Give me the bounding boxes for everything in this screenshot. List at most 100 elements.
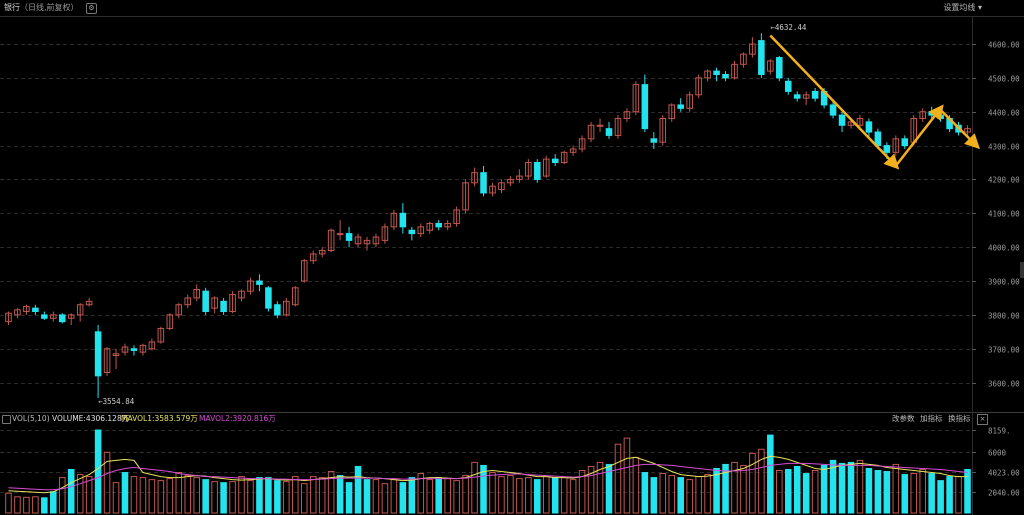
indicator-gear-icon[interactable] — [2, 415, 11, 424]
volume-bar — [166, 478, 174, 514]
volume-bar — [946, 476, 953, 514]
candle-body — [686, 94, 693, 109]
volume-bar — [354, 465, 362, 514]
volume-bar — [247, 480, 254, 514]
volume-bar — [471, 461, 478, 514]
volume-bar — [551, 477, 559, 514]
volume-bar — [265, 477, 272, 514]
volume-header: VOL(5,10) VOLUME:4306.128万 MAVOL1:3583.5… — [0, 412, 1024, 426]
candle-body — [471, 172, 478, 184]
candle-body — [435, 222, 442, 228]
candle-body — [596, 124, 604, 127]
candle-body — [426, 222, 434, 231]
volume-bar — [50, 491, 57, 514]
volume-bar — [130, 476, 138, 514]
volume-bar — [41, 497, 48, 514]
add-indicator-button[interactable]: 加指标 — [920, 414, 943, 423]
candle-body — [749, 43, 756, 55]
candle-body — [41, 314, 48, 319]
volume-bar — [713, 467, 720, 514]
switch-indicator-button[interactable]: 换指标 — [948, 414, 971, 423]
volume-bar — [614, 443, 622, 514]
candle-body — [516, 175, 523, 180]
candle-body — [417, 226, 425, 235]
volume-value: VOLUME:4306.128万 — [52, 414, 130, 423]
candle-body — [498, 182, 505, 191]
volume-tick-label: 2040.00 — [988, 489, 1020, 498]
ma-settings-button[interactable]: 设置均线 ▾ — [943, 3, 982, 12]
volume-bar — [300, 483, 308, 514]
volume-bar — [623, 437, 631, 514]
candle-body — [85, 300, 93, 306]
candle-body — [937, 114, 944, 120]
candle-body — [534, 162, 541, 180]
candle-body — [220, 300, 227, 312]
price-tick-label: 4400.00 — [988, 109, 1020, 118]
price-annotation: ←4632.44 — [770, 23, 807, 32]
candle-body — [856, 118, 864, 126]
volume-bar — [426, 479, 434, 514]
volume-bar — [784, 468, 792, 514]
trend-arrow — [939, 109, 981, 150]
candle-body — [731, 63, 738, 79]
volume-bar — [139, 477, 147, 514]
candle-body — [139, 344, 147, 353]
volume-bar — [345, 482, 353, 514]
candle-body — [614, 118, 622, 136]
candle-body — [829, 104, 837, 116]
candle-body — [793, 94, 801, 99]
candle-body — [76, 304, 84, 316]
close-icon[interactable]: × — [977, 414, 988, 425]
candle-body — [166, 314, 174, 329]
volume-bar — [453, 480, 460, 514]
volume-bar — [758, 448, 765, 514]
volume-bar — [856, 459, 864, 514]
volume-bar — [865, 467, 873, 514]
price-annotation: ←3554.84 — [98, 397, 135, 406]
volume-tick-label: 8159. — [988, 427, 1011, 436]
volume-bar — [5, 492, 12, 514]
candle-body — [103, 348, 111, 373]
volume-bar — [587, 465, 595, 514]
candle-body — [5, 312, 12, 323]
candle-body — [784, 80, 792, 92]
candle-body — [14, 309, 21, 316]
candle-body — [964, 128, 971, 133]
candle-body — [399, 212, 407, 228]
change-params-button[interactable]: 改参数 — [892, 414, 915, 423]
volume-bar — [220, 482, 227, 514]
candle-body — [354, 236, 362, 245]
volume-bar — [605, 463, 613, 514]
chart-title: 银行（日线,前复权） — [4, 0, 79, 16]
price-tick-label: 3600.00 — [988, 380, 1020, 389]
candle-body — [345, 233, 353, 241]
candle-body — [776, 57, 783, 79]
volume-bar — [695, 476, 702, 514]
volume-bar — [847, 461, 855, 514]
volume-bar — [336, 475, 344, 514]
candle-body — [58, 314, 66, 323]
volume-bar — [776, 470, 783, 514]
candle-body — [668, 104, 676, 119]
candle-body — [507, 178, 514, 184]
volume-bar — [838, 462, 846, 514]
candle-body — [309, 253, 317, 262]
volume-bar — [641, 472, 649, 514]
candle-body — [632, 84, 640, 113]
volume-bar — [892, 463, 900, 514]
volume-bar — [578, 470, 586, 514]
volume-bar — [14, 496, 21, 514]
gear-icon[interactable]: ⚙ — [86, 3, 97, 14]
volume-bar — [507, 475, 514, 514]
candle-body — [274, 304, 281, 316]
volume-bar — [32, 496, 39, 514]
scroll-handle[interactable] — [1020, 262, 1024, 278]
candle-body — [157, 327, 165, 343]
candle-body — [722, 73, 729, 79]
candle-body — [525, 162, 532, 177]
candle-body — [560, 151, 568, 164]
price-tick-label: 3800.00 — [988, 312, 1020, 321]
volume-bar — [793, 465, 801, 514]
